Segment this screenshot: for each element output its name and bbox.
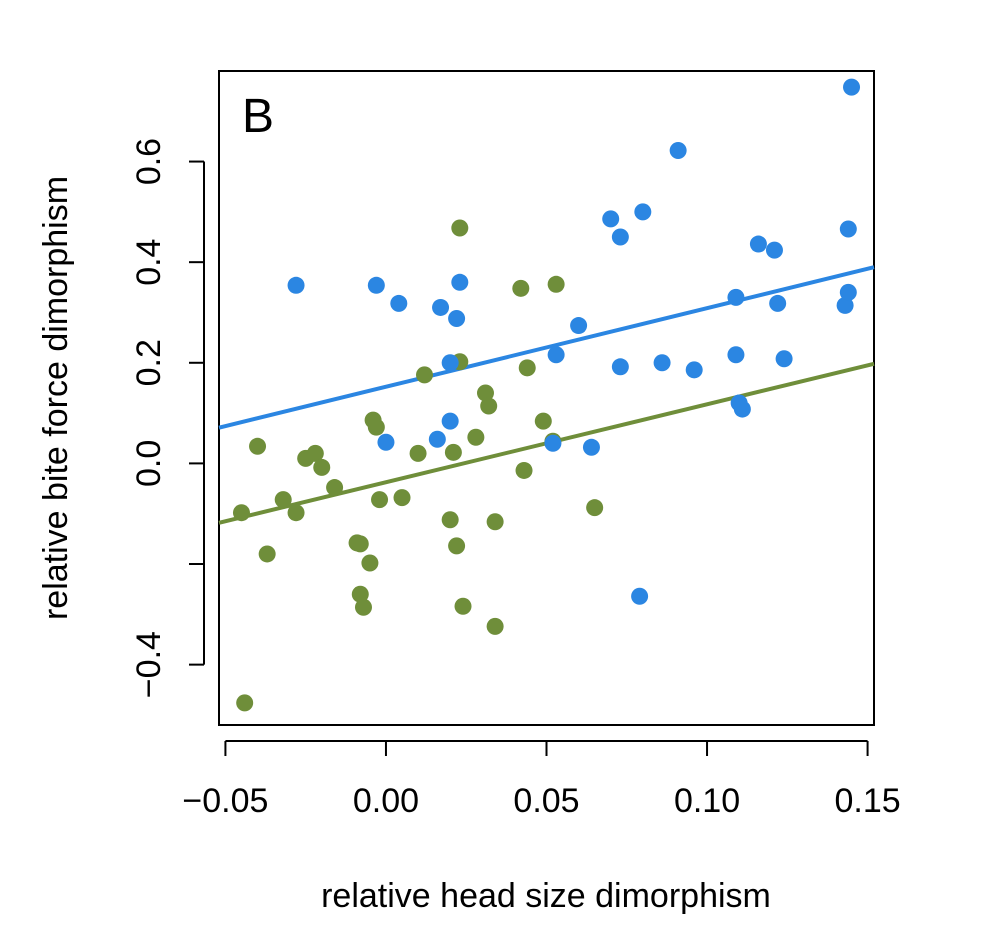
y-tick-label: −0.4 xyxy=(130,631,168,698)
data-point-series-1 xyxy=(769,294,787,312)
data-point-series-1 xyxy=(377,433,395,451)
data-point-series-2 xyxy=(451,219,469,237)
data-point-series-2 xyxy=(454,597,472,615)
data-point-series-2 xyxy=(287,504,305,522)
data-point-series-1 xyxy=(836,296,854,314)
data-point-series-2 xyxy=(351,585,369,603)
x-axis: −0.05 0.00 0.05 0.10 0.15 xyxy=(182,740,901,820)
data-point-series-2 xyxy=(232,504,250,522)
x-tick-label: 0.00 xyxy=(353,782,419,820)
y-tick-label: 0.6 xyxy=(130,138,168,185)
data-point-series-1 xyxy=(727,346,745,364)
data-point-series-2 xyxy=(448,537,466,555)
data-point-series-1 xyxy=(839,283,857,301)
panel-label: B xyxy=(242,90,274,143)
data-point-series-1 xyxy=(390,294,408,312)
data-point-series-1 xyxy=(765,241,783,259)
data-point-series-1 xyxy=(611,358,629,376)
data-points xyxy=(232,78,861,712)
data-point-series-2 xyxy=(249,437,267,455)
y-axis: −0.4 0.0 0.2 0.4 0.6 xyxy=(130,138,205,698)
data-point-series-2 xyxy=(441,511,459,529)
data-point-series-1 xyxy=(367,276,385,294)
data-point-series-1 xyxy=(611,228,629,246)
data-point-series-1 xyxy=(287,276,305,294)
data-point-series-1 xyxy=(570,317,588,335)
data-point-series-2 xyxy=(306,444,324,462)
data-point-series-2 xyxy=(512,279,530,297)
data-point-series-2 xyxy=(480,397,498,415)
data-point-series-2 xyxy=(361,554,379,572)
x-axis-title: relative head size dimorphism xyxy=(321,877,771,915)
data-point-series-2 xyxy=(415,366,433,384)
data-point-series-1 xyxy=(451,273,469,291)
data-point-series-2 xyxy=(518,359,536,377)
data-point-series-2 xyxy=(367,418,385,436)
data-point-series-1 xyxy=(547,346,565,364)
data-point-series-1 xyxy=(441,354,459,372)
data-point-series-1 xyxy=(839,220,857,238)
data-point-series-1 xyxy=(775,350,793,368)
y-tick-label: 0.4 xyxy=(130,239,168,286)
x-tick-label: 0.15 xyxy=(834,782,900,820)
data-point-series-1 xyxy=(685,361,703,379)
data-point-series-2 xyxy=(393,489,411,507)
data-point-series-1 xyxy=(843,78,861,96)
data-point-series-1 xyxy=(448,310,466,328)
data-point-series-2 xyxy=(313,458,331,476)
x-tick-label: 0.05 xyxy=(513,782,579,820)
data-point-series-2 xyxy=(547,275,565,293)
data-point-series-1 xyxy=(653,354,671,372)
data-point-series-2 xyxy=(534,412,552,430)
data-point-series-2 xyxy=(467,428,485,446)
x-ticks: −0.05 0.00 0.05 0.10 0.15 xyxy=(182,741,901,820)
x-tick-label: 0.10 xyxy=(674,782,740,820)
fit-line-series-1 xyxy=(218,265,875,430)
data-point-series-1 xyxy=(727,288,745,306)
y-tick-label: 0.0 xyxy=(130,440,168,487)
data-point-series-2 xyxy=(486,617,504,635)
data-point-series-2 xyxy=(274,491,292,509)
data-point-series-2 xyxy=(586,499,604,517)
data-point-series-2 xyxy=(236,694,254,712)
data-point-series-2 xyxy=(409,444,427,462)
y-axis-title: relative bite force dimorphism xyxy=(37,176,75,620)
data-point-series-2 xyxy=(371,491,389,509)
data-point-series-2 xyxy=(444,443,462,461)
data-point-series-1 xyxy=(582,438,600,456)
plot-area-frame xyxy=(218,70,875,726)
data-point-series-1 xyxy=(749,235,767,253)
data-point-series-1 xyxy=(441,412,459,430)
data-point-series-2 xyxy=(515,461,533,479)
data-point-series-2 xyxy=(326,479,344,497)
data-point-series-2 xyxy=(476,384,494,402)
data-point-series-1 xyxy=(544,434,562,452)
data-point-series-1 xyxy=(432,298,450,316)
data-point-series-1 xyxy=(669,141,687,159)
data-point-series-1 xyxy=(428,430,446,448)
data-point-series-2 xyxy=(258,545,276,563)
y-ticks: −0.4 0.0 0.2 0.4 0.6 xyxy=(130,138,204,698)
y-tick-label: 0.2 xyxy=(130,339,168,386)
data-point-series-1 xyxy=(733,400,751,418)
data-point-series-1 xyxy=(602,210,620,228)
data-point-series-2 xyxy=(486,513,504,531)
data-point-series-2 xyxy=(351,535,369,553)
data-point-series-1 xyxy=(631,587,649,605)
x-tick-label: −0.05 xyxy=(182,782,268,820)
data-point-series-1 xyxy=(634,203,652,221)
data-point-series-2 xyxy=(354,598,372,616)
